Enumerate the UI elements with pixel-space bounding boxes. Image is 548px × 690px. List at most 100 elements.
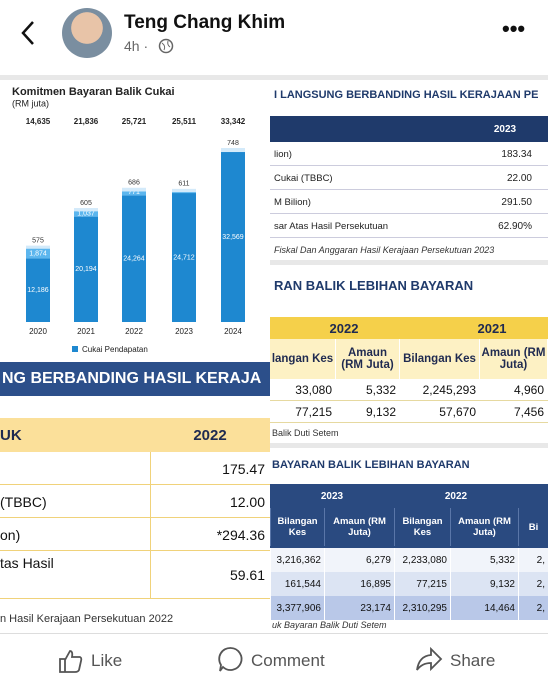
row [270,166,548,190]
avatar[interactable] [62,8,112,58]
row-value: 291.50 [501,196,532,208]
bar-segment [221,148,245,152]
x-tick-label: 2021 [77,327,95,336]
row-value: 59.61 [150,551,265,599]
action-bar: Like Comment Share [0,633,548,690]
cell: 4,960 [480,379,548,401]
table-image: RAN BALIK LEBIHAN BAYARAN 2022 2021 langan … [270,265,548,443]
cell: 57,670 [400,401,480,423]
row [270,142,548,166]
share-icon[interactable] [415,646,443,674]
row-label: Cukai (TBBC) [274,172,333,184]
x-tick-label: 2024 [224,327,242,336]
x-tick-label: 2020 [29,327,47,336]
year-cell: 2022 [444,490,468,502]
post-time: 4h · [124,38,149,54]
subheader-cell: Amaun (RM Juta) [324,508,394,546]
segment-label: 1,037 [77,210,95,217]
year-band [270,317,548,339]
legend-swatch [72,346,78,352]
cell: 2, [518,548,548,572]
row [0,518,270,551]
header-band [0,418,270,452]
year-cell: 2023 [320,490,344,502]
cell: 77,215 [394,572,450,596]
author-name[interactable]: Teng Chang Khim [124,12,286,33]
bar-segment [221,152,245,322]
table-title: RAN BALIK LEBIHAN BAYARAN [274,277,474,293]
bar-segment [26,258,50,322]
segment-label: 20,194 [75,266,97,273]
segment-label: 605 [80,200,92,207]
comment-icon[interactable] [218,646,244,674]
comment-button[interactable]: Comment [251,651,325,670]
table-image: BAYARAN BALIK LEBIHAN BAYARAN 2023 2022 Bil… [270,448,548,633]
bar-segment [172,193,196,322]
like-button[interactable]: Like [91,651,123,670]
table-note: n Hasil Kerajaan Persekutuan 2022 [0,613,174,625]
cell: 9,132 [450,572,518,596]
legend-label: Cukai Pendapatan [82,345,148,354]
row-label: on) [0,526,21,543]
table-note: Fiskal Dan Anggaran Hasil Kerajaan Perse… [274,245,495,255]
back-button[interactable] [18,18,38,48]
cell: 3,377,906 [270,596,324,620]
table-image: NG BERBANDING HASIL KERAJA UK 2022 175.47 (T… [0,362,270,633]
row-label: lion) [274,148,292,160]
row-value: 175.47 [150,452,265,485]
table-header [270,116,548,142]
cell: 16,895 [324,572,394,596]
header-cell: 2022 [193,426,227,444]
cell: 3,216,362 [270,548,324,572]
segment-label: 748 [227,140,239,147]
more-button[interactable]: ••• [502,16,526,41]
segment-label: 686 [128,180,140,187]
header-cell: UK [0,426,22,444]
post-header: Teng Chang Khim 4h · ••• [0,0,548,70]
cell: 33,080 [270,379,336,401]
cell: 14,464 [450,596,518,620]
title-band: NG BERBANDING HASIL KERAJA [0,362,270,396]
subheader-cell: Amaun (RM Juta) [480,339,548,379]
table-title: BAYARAN BALIK LEBIHAN BAYARAN [272,459,470,471]
cell: 2,233,080 [394,548,450,572]
cell: 77,215 [270,401,336,423]
subheader-cell: Bi [518,508,548,546]
table-image: I LANGSUNG BERBANDING HASIL KERAJAAN PE 2… [270,80,548,260]
row [0,485,270,518]
subheader-cell: Bilangan Kes [270,508,324,546]
year-cell: 2022 [329,320,359,336]
cell: 2, [518,572,548,596]
bar-segment [74,211,98,217]
cell: 23,174 [324,596,394,620]
share-button[interactable]: Share [450,651,496,670]
table-note: uk Bayaran Balik Duti Setem [272,620,387,630]
row-label: tas Hasil [0,555,54,571]
cell: 5,332 [336,379,400,401]
subheader-cell: langan Kes [270,339,336,379]
total-label: 14,635 [26,117,51,126]
chart: Komitmen Bayaran Balik Cukai (RM juta) 1… [0,80,270,362]
total-label: 21,836 [74,117,99,126]
row [270,190,548,214]
like-icon[interactable] [58,648,84,674]
header-band [270,484,548,548]
cell: 2,310,295 [394,596,450,620]
total-label: 25,511 [172,117,197,126]
cell: 6,279 [324,548,394,572]
bar-segment [122,187,146,192]
year-cell: 2021 [477,320,507,336]
x-tick-label: 2023 [175,327,193,336]
row-value: 62.90% [498,220,532,232]
cell: 161,544 [270,572,324,596]
bar-segment [26,245,50,249]
image-collage[interactable]: Komitmen Bayaran Balik Cukai (RM juta) 1… [0,75,548,633]
row [0,551,270,599]
subheader-cell: Bilangan Kes [394,508,450,546]
segment-label: 24,712 [173,254,195,261]
total-label: 25,721 [122,117,147,126]
row-value: 183.34 [501,148,532,160]
cell: 2,245,293 [400,379,480,401]
segment-label: 611 [178,181,189,188]
